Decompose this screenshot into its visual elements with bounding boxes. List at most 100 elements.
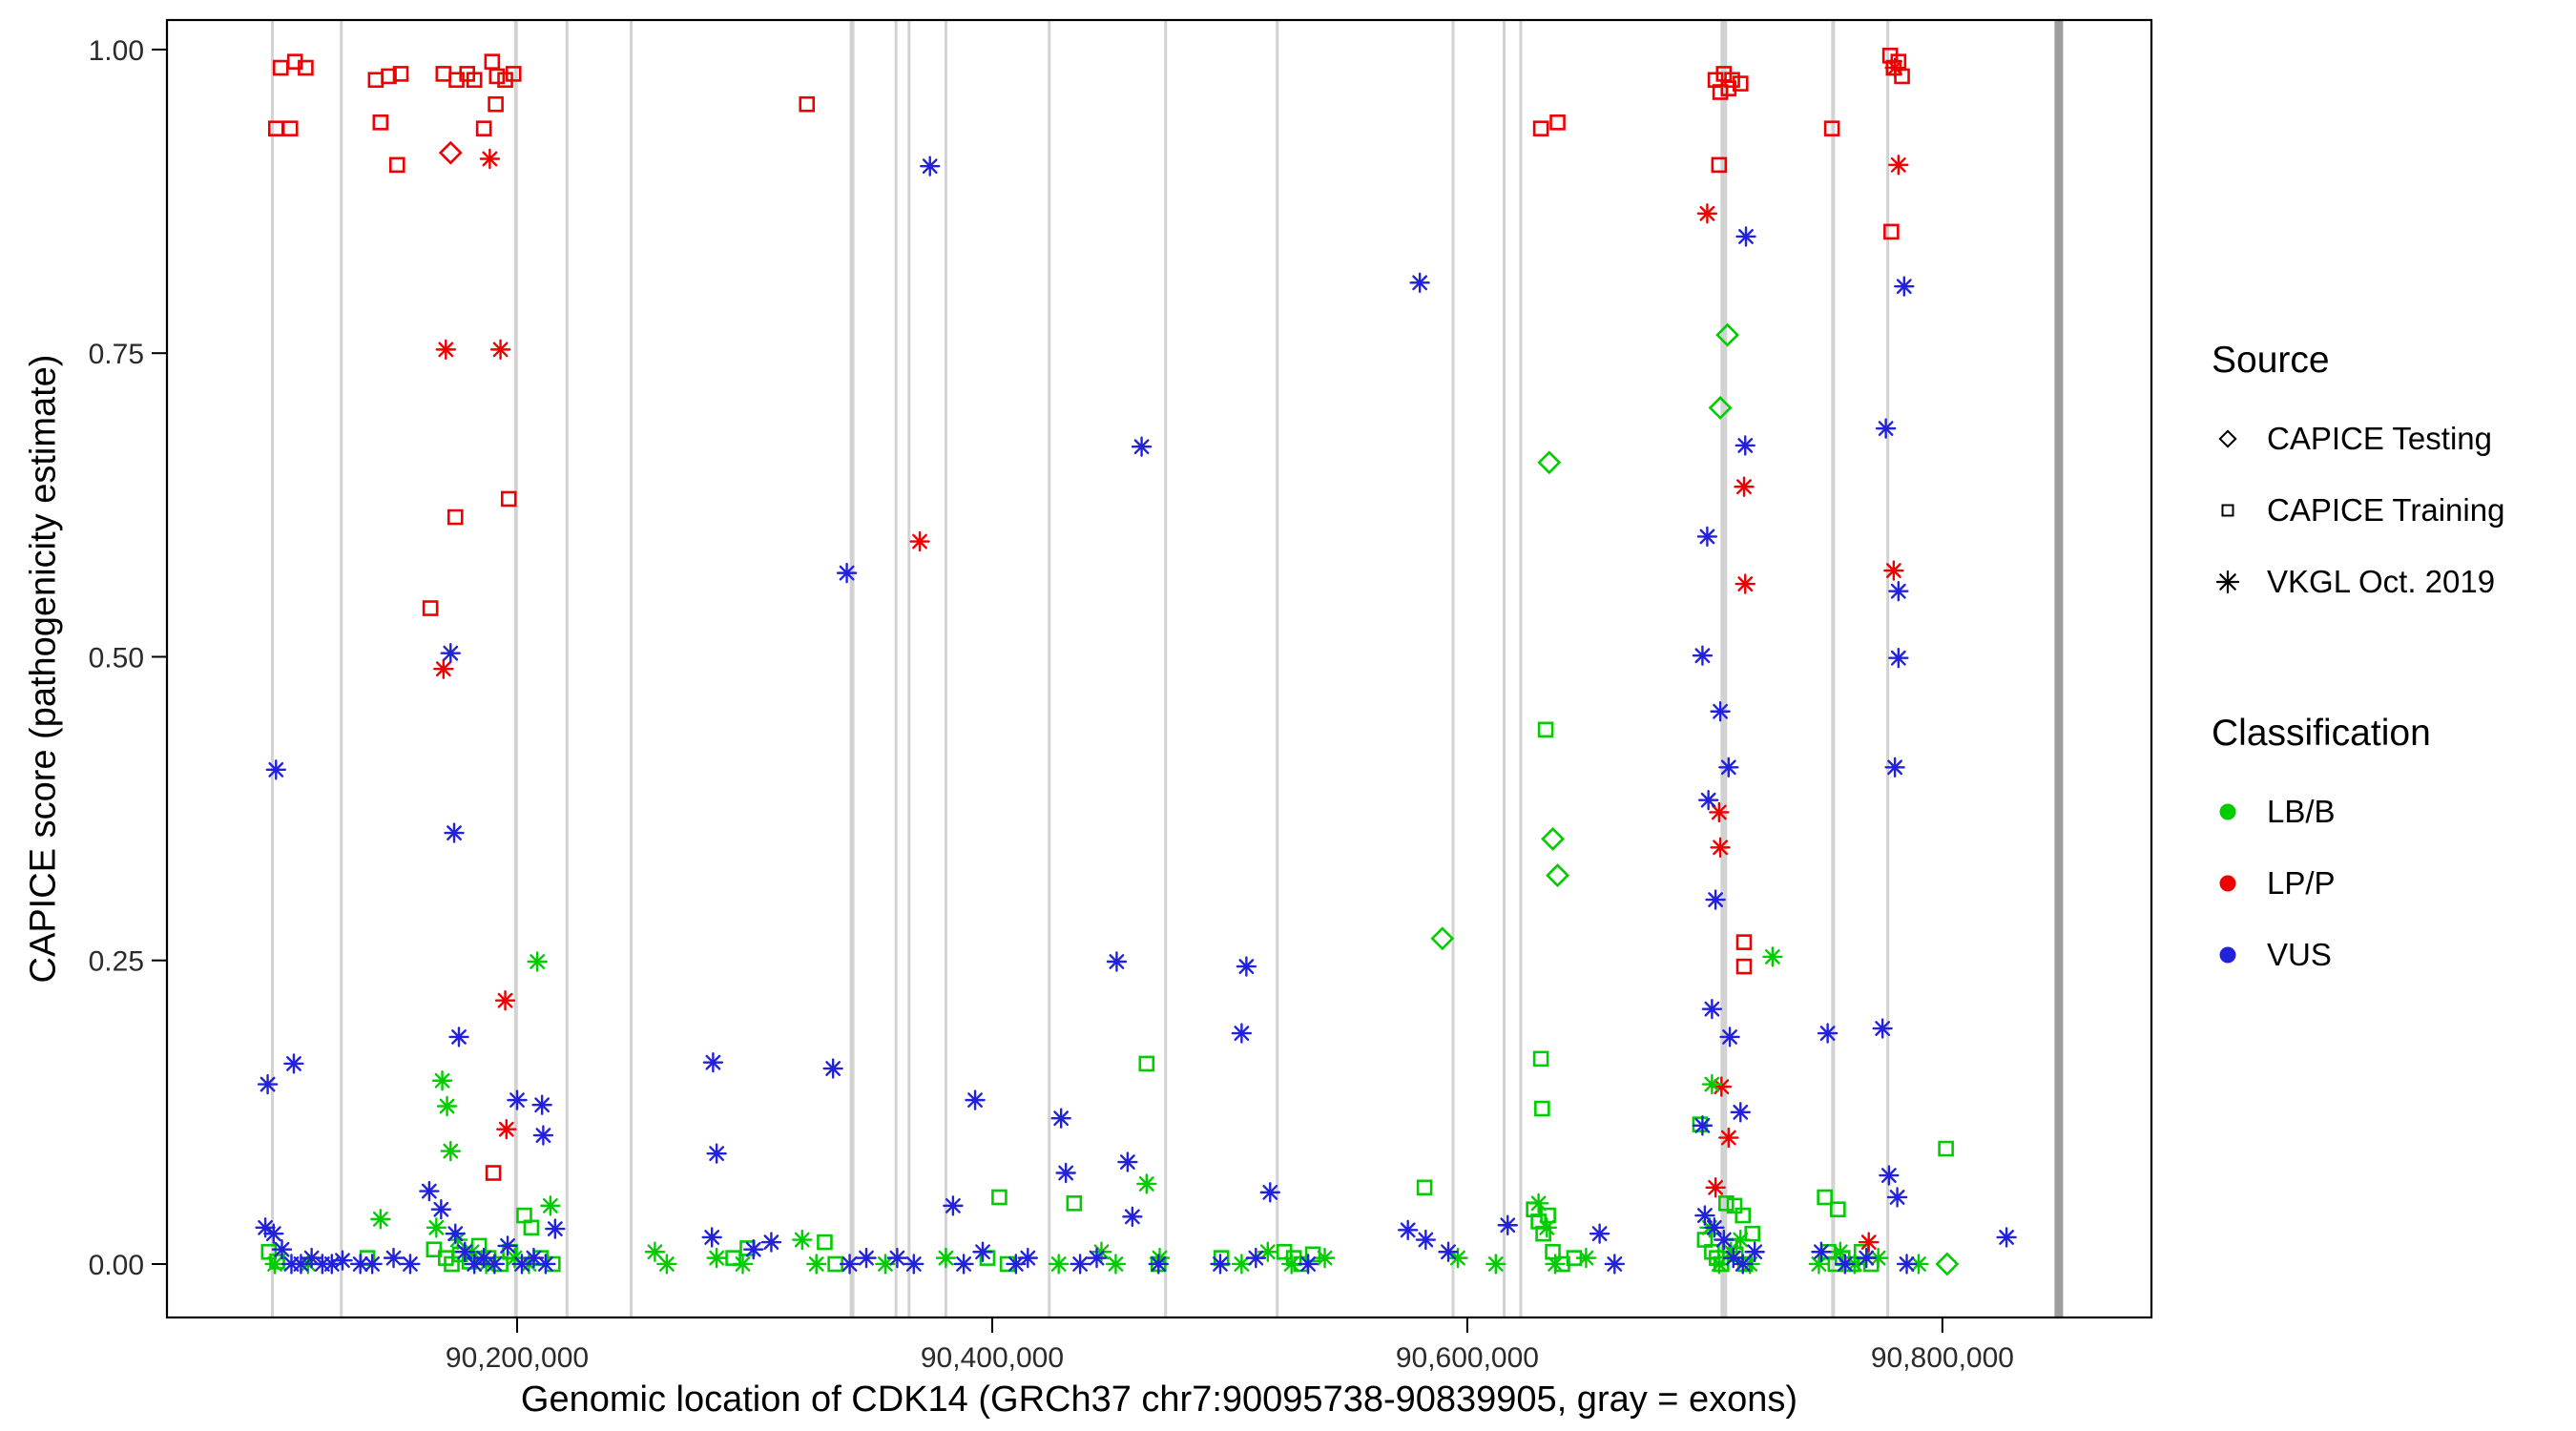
y-tick-label: 0.25	[89, 946, 144, 978]
y-tick-label: 0.75	[89, 339, 144, 370]
data-point	[1830, 1201, 1846, 1217]
data-point	[1409, 272, 1430, 294]
data-point	[1236, 956, 1257, 977]
data-point	[1730, 1229, 1751, 1251]
data-point	[1735, 573, 1755, 594]
data-point	[1705, 889, 1726, 910]
data-point	[1883, 223, 1900, 240]
y-tick-label: 0.50	[89, 642, 144, 674]
data-point	[1050, 1108, 1071, 1129]
data-point	[792, 1229, 813, 1251]
x-tick-label: 90,400,000	[921, 1342, 1064, 1374]
data-point	[444, 822, 465, 843]
data-point	[1888, 581, 1909, 602]
data-point	[430, 1198, 452, 1220]
legend-item-capice-testing: CAPICE Testing	[2212, 403, 2576, 474]
data-point	[1817, 1189, 1833, 1206]
legend-item-vkgl: VKGL Oct. 2019	[2212, 546, 2576, 617]
data-point	[1823, 120, 1840, 136]
legend-item-lpp: LP/P	[2212, 847, 2576, 919]
data-point	[433, 658, 454, 679]
data-point	[943, 1195, 964, 1216]
data-point	[1696, 203, 1718, 224]
data-point	[1884, 757, 1905, 778]
data-point	[1259, 1182, 1280, 1203]
data-point	[1055, 1162, 1076, 1184]
data-point	[1935, 1252, 1960, 1276]
data-point	[496, 1118, 517, 1140]
data-point	[1696, 526, 1718, 548]
data-point	[1545, 1243, 1561, 1260]
data-point	[435, 66, 452, 82]
data-point	[1545, 1254, 1566, 1275]
data-point	[494, 990, 516, 1011]
data-point	[1710, 701, 1731, 722]
data-point	[281, 120, 299, 136]
data-point	[1719, 1027, 1740, 1047]
data-point	[400, 1254, 421, 1275]
data-point	[263, 1223, 284, 1244]
data-point	[1106, 951, 1128, 972]
data-point	[760, 1232, 782, 1253]
square-open-icon	[2212, 494, 2263, 527]
data-point	[1070, 1254, 1091, 1275]
data-point	[438, 140, 463, 165]
data-point	[435, 339, 457, 361]
data-point	[272, 59, 289, 76]
data-point	[991, 1189, 1008, 1206]
data-point	[488, 95, 504, 113]
data-point	[909, 530, 930, 552]
data-point	[475, 120, 492, 136]
data-point	[1701, 998, 1723, 1020]
data-point	[381, 68, 397, 85]
data-point	[332, 1250, 353, 1271]
data-point	[440, 1140, 461, 1162]
data-point	[1397, 1219, 1419, 1241]
data-point	[1886, 1187, 1908, 1208]
data-point	[1105, 1254, 1127, 1275]
blue-dot-icon	[2212, 939, 2263, 971]
legend-item-vus: VUS	[2212, 919, 2576, 990]
data-point	[1938, 1140, 1954, 1157]
legend-item-label: VUS	[2267, 936, 2332, 972]
data-point	[965, 1089, 986, 1110]
legend-item-label: VKGL Oct. 2019	[2267, 563, 2496, 599]
data-point	[440, 642, 461, 664]
diamond-open-icon	[2212, 423, 2263, 455]
y-tick-label: 0.00	[89, 1250, 144, 1281]
data-point	[1714, 1229, 1735, 1251]
data-point	[806, 1254, 827, 1275]
data-point	[1527, 1192, 1549, 1214]
data-point	[1575, 1247, 1597, 1269]
data-point	[1314, 1247, 1336, 1269]
data-point	[372, 114, 389, 131]
data-point	[822, 1058, 843, 1079]
data-point	[497, 1235, 518, 1256]
data-point	[904, 1254, 924, 1275]
data-point	[1735, 958, 1753, 975]
data-point	[1231, 1023, 1253, 1044]
data-point	[1210, 1254, 1231, 1275]
data-point	[1546, 863, 1569, 888]
data-point	[953, 1254, 974, 1275]
data-point	[1867, 1247, 1889, 1269]
data-point	[743, 1239, 764, 1260]
data-point	[1735, 1207, 1752, 1224]
data-point	[283, 1053, 304, 1074]
data-point	[1589, 1223, 1610, 1244]
data-point	[1817, 1023, 1839, 1044]
data-point	[706, 1143, 727, 1164]
x-tick-label: 90,600,000	[1396, 1342, 1539, 1374]
data-point	[1245, 1247, 1267, 1269]
data-point	[1710, 837, 1731, 859]
data-point	[1715, 322, 1740, 347]
data-point	[1733, 1254, 1754, 1275]
legend-classification-title: Classification	[2212, 713, 2431, 754]
data-point	[1808, 1254, 1830, 1275]
data-point	[1888, 648, 1909, 669]
data-point	[1692, 1115, 1714, 1136]
legend-item-capice-training: CAPICE Training	[2212, 474, 2576, 546]
data-point	[1532, 1050, 1549, 1068]
data-point	[1735, 435, 1755, 456]
data-point	[466, 72, 483, 89]
